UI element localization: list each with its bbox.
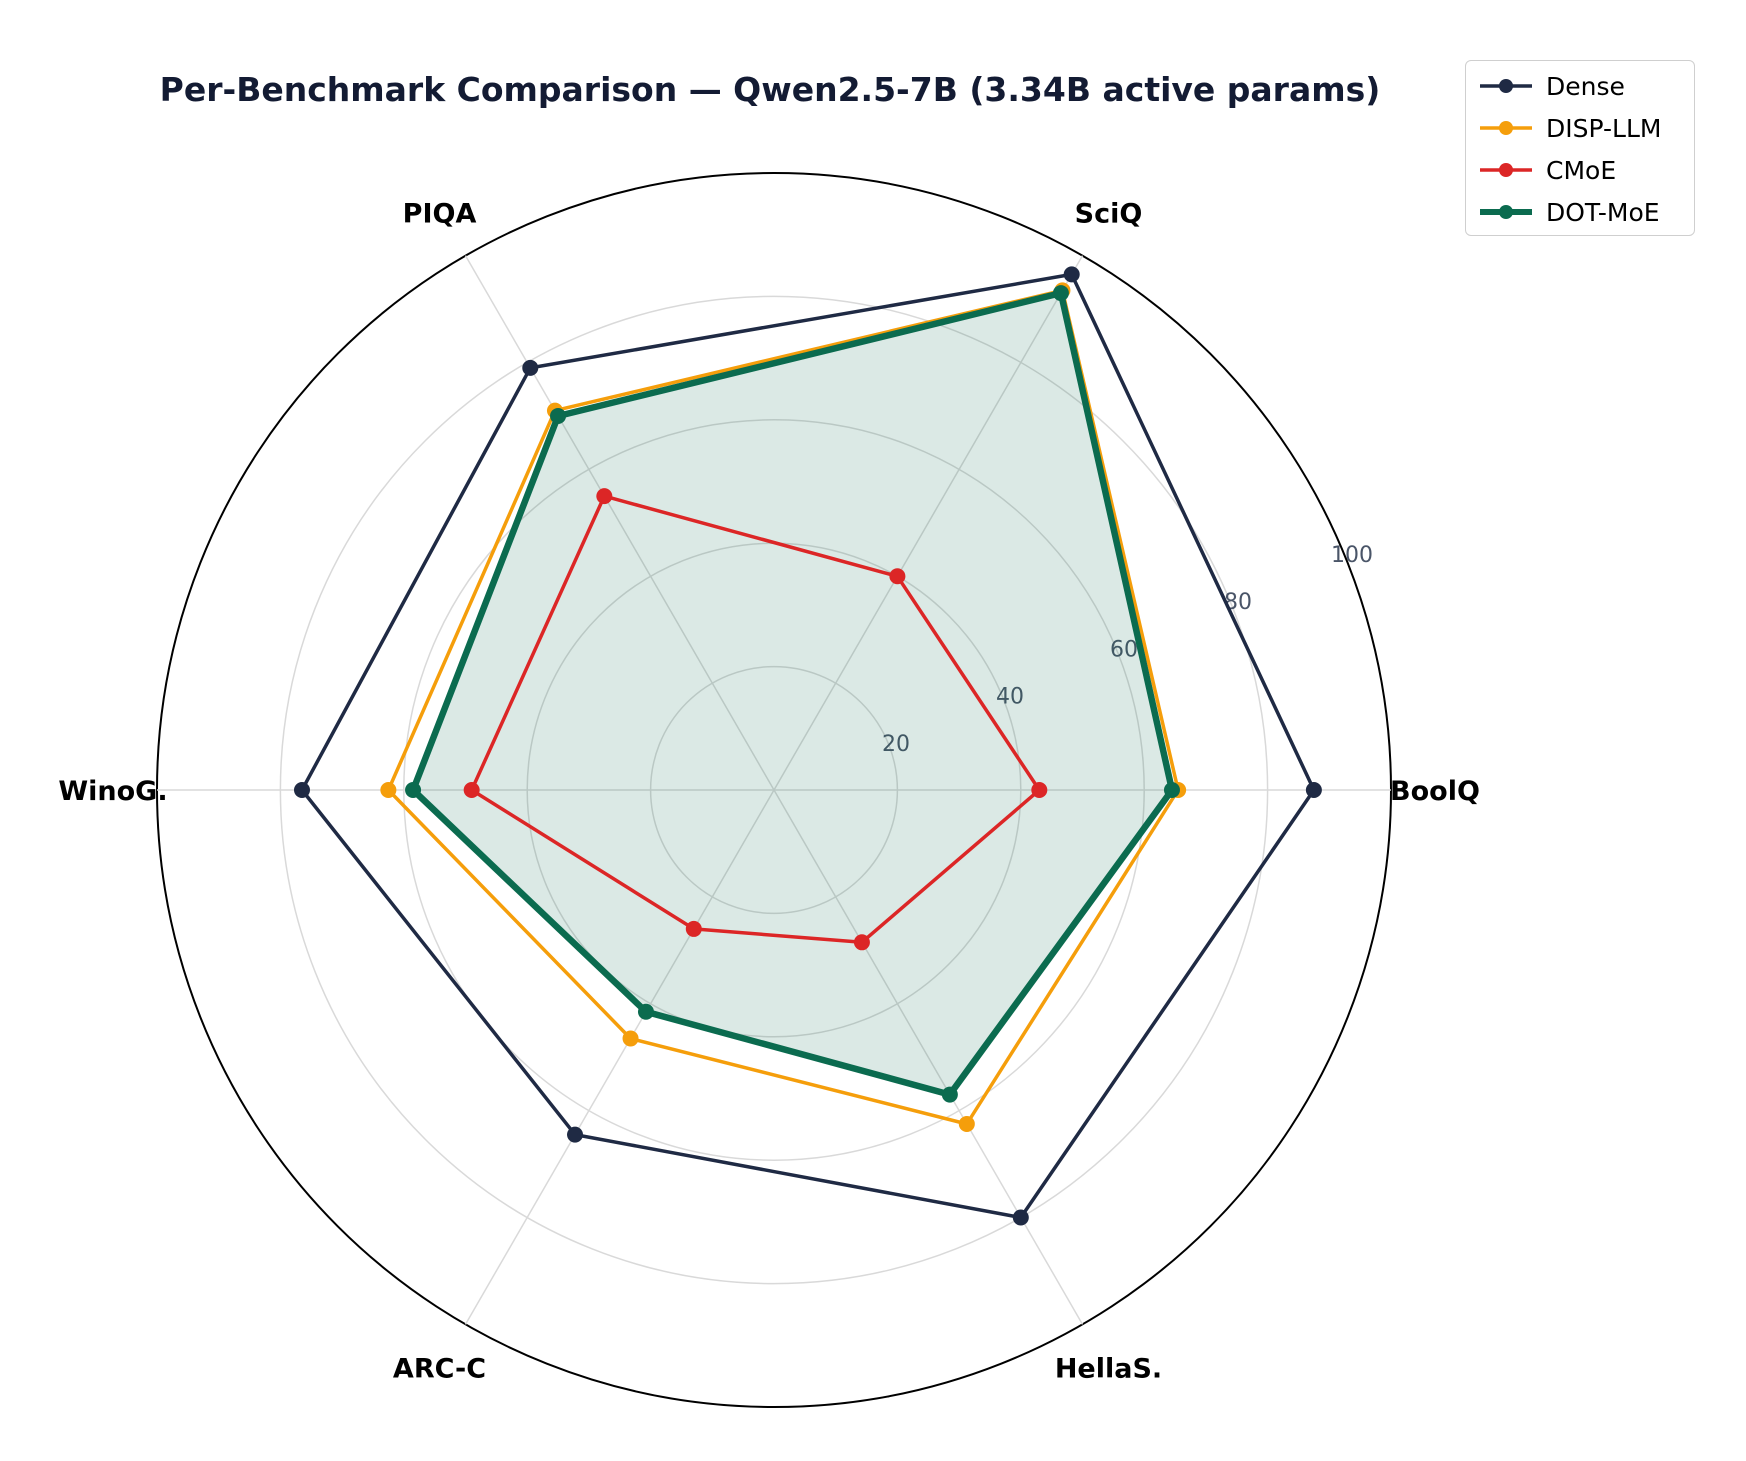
- legend-item-dense: Dense: [1466, 65, 1694, 107]
- data-point-dense: [567, 1127, 583, 1143]
- legend-item-dot-moe: DOT-MoE: [1466, 191, 1694, 233]
- data-point-dot-moe: [1164, 782, 1180, 798]
- series-fill-dot-moe: [413, 293, 1172, 1095]
- data-point-dot-moe: [1053, 285, 1069, 301]
- data-point-cmoe: [1031, 782, 1047, 798]
- data-point-dot-moe: [405, 782, 421, 798]
- data-point-dense: [294, 782, 310, 798]
- category-label: ARC-C: [393, 1353, 486, 1384]
- data-point-cmoe: [686, 921, 702, 937]
- legend-item-disp-llm: DISP-LLM: [1466, 107, 1694, 149]
- data-point-dot-moe: [942, 1087, 958, 1103]
- legend-item-cmoe: CMoE: [1466, 149, 1694, 191]
- data-point-dense: [1306, 782, 1322, 798]
- data-point-dot-moe: [638, 1004, 654, 1020]
- data-point-dot-moe: [550, 408, 566, 424]
- radial-tick-label: 100: [1331, 543, 1373, 568]
- legend-label-cmoe: CMoE: [1546, 156, 1616, 185]
- data-point-cmoe: [854, 934, 870, 950]
- legend-swatch-cmoe: [1478, 149, 1534, 191]
- category-label: HellaS.: [1055, 1353, 1162, 1384]
- data-point-dense: [1013, 1209, 1029, 1225]
- legend-swatch-dot-moe: [1478, 191, 1534, 233]
- category-label: PIQA: [403, 199, 477, 230]
- chart-title: Per-Benchmark Comparison — Qwen2.5-7B (3…: [160, 70, 1381, 109]
- legend-swatch-dense: [1478, 65, 1534, 107]
- data-point-cmoe: [889, 568, 905, 584]
- data-point-disp-llm: [623, 1030, 639, 1046]
- category-label: WinoG.: [58, 776, 167, 807]
- legend-label-disp-llm: DISP-LLM: [1546, 114, 1661, 143]
- legend-label-dot-moe: DOT-MoE: [1546, 198, 1660, 227]
- legend-label-dense: Dense: [1546, 72, 1625, 101]
- series-fills: [413, 293, 1172, 1095]
- chart-legend: Dense DISP-LLM CMoE DOT-MoE: [1465, 60, 1695, 236]
- category-label: BoolQ: [1390, 776, 1480, 807]
- data-point-cmoe: [464, 782, 480, 798]
- legend-swatch-disp-llm: [1478, 107, 1534, 149]
- category-label: SciQ: [1075, 199, 1143, 230]
- data-point-disp-llm: [380, 782, 396, 798]
- data-point-dense: [522, 360, 538, 376]
- data-point-dense: [1064, 266, 1080, 282]
- data-point-cmoe: [596, 488, 612, 504]
- data-point-disp-llm: [959, 1116, 975, 1132]
